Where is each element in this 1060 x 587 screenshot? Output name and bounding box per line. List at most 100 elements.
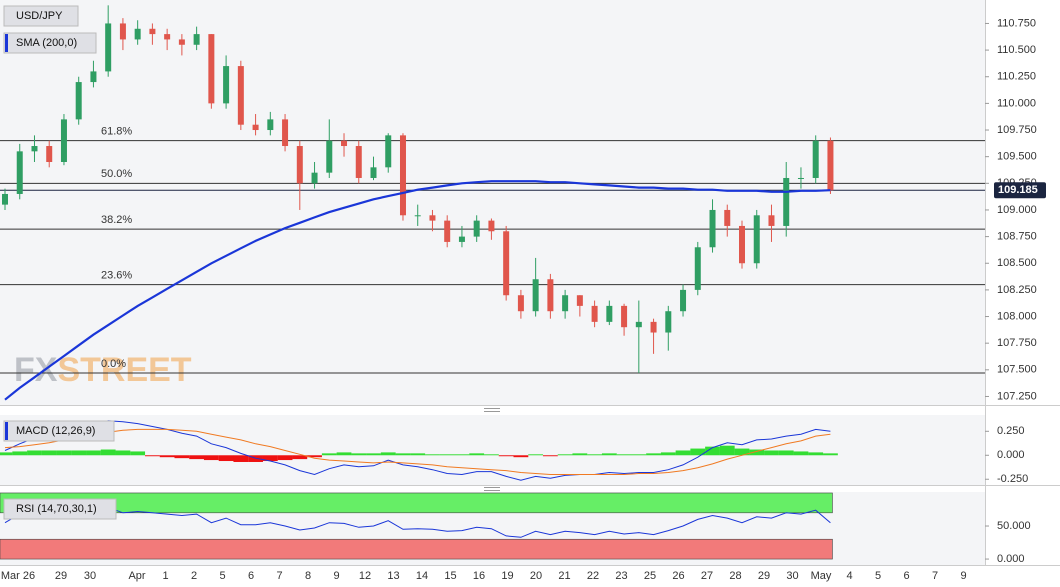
macd-histogram-bar — [292, 455, 308, 460]
x-tick-label: 7 — [932, 570, 938, 582]
x-tick-label: 28 — [729, 570, 741, 582]
x-tick-label: 6 — [248, 570, 254, 582]
macd-histogram-bar — [380, 452, 396, 456]
macd-histogram-bar — [366, 453, 381, 456]
y-tick-label: 50.000 — [997, 520, 1031, 532]
candle-body — [90, 71, 97, 83]
candle-body — [237, 66, 244, 125]
watermark: FXSTREET — [14, 351, 192, 389]
macd-histogram-bar — [572, 453, 588, 456]
y-tick-label: 108.250 — [997, 284, 1037, 296]
candle-body — [208, 34, 215, 104]
candle-body — [827, 140, 834, 191]
legend-box — [3, 498, 117, 520]
legend-label: USD/JPY — [16, 10, 63, 22]
macd-panel — [0, 415, 985, 485]
x-tick-label: 8 — [305, 570, 311, 582]
macd-histogram-bar — [71, 450, 87, 456]
x-tick-label: 21 — [558, 570, 570, 582]
candle-body — [267, 119, 274, 131]
macd-histogram-bar — [454, 454, 470, 456]
candle-body — [635, 321, 642, 328]
fib-label: 38.2% — [101, 214, 132, 226]
macd-histogram-bar — [174, 455, 190, 459]
candle-body — [783, 177, 790, 226]
macd-histogram-bar — [130, 451, 146, 456]
x-tick-label: Apr — [128, 570, 145, 582]
y-tick-label: 109.500 — [997, 151, 1037, 163]
y-tick-label: 109.000 — [997, 204, 1037, 216]
macd-histogram-bar — [321, 453, 337, 456]
candle-body — [311, 172, 318, 184]
rsi-band — [0, 492, 833, 514]
macd-histogram-bar — [100, 449, 116, 456]
macd-histogram-bar — [823, 453, 838, 456]
macd-histogram-bar — [395, 453, 411, 456]
candle-body — [164, 34, 171, 40]
y-tick-label: 0.000 — [997, 553, 1025, 565]
x-tick-label: 20 — [530, 570, 542, 582]
macd-histogram-bar — [159, 455, 175, 458]
candle-body — [105, 23, 112, 72]
candle-body — [385, 135, 392, 168]
macd-histogram-bar — [336, 452, 352, 456]
candle-body — [75, 82, 82, 120]
candle-body — [650, 321, 657, 333]
fib-label: 0.0% — [101, 358, 126, 370]
rsi-band — [0, 538, 833, 560]
macd-histogram-bar — [27, 450, 42, 456]
candle-body — [444, 220, 451, 242]
candle-body — [473, 220, 480, 237]
x-tick-label: 19 — [501, 570, 513, 582]
candle-body — [341, 140, 348, 147]
y-tick-label: 107.500 — [997, 364, 1037, 376]
macd-histogram-bar — [719, 445, 735, 456]
x-tick-label: 22 — [587, 570, 599, 582]
candle-body — [252, 124, 259, 131]
candle-body — [46, 146, 53, 162]
watermark-part: FX — [14, 351, 58, 389]
y-tick-label: 0.250 — [997, 425, 1025, 437]
macd-histogram-bar — [469, 453, 485, 456]
candle-body — [134, 28, 141, 40]
candle-body — [724, 209, 731, 226]
y-tick-label: 107.750 — [997, 337, 1037, 349]
x-tick-label: 5 — [219, 570, 225, 582]
macd-histogram-bar — [115, 450, 131, 456]
macd-histogram-bar — [12, 451, 28, 456]
price-tag-label: 109.185 — [998, 184, 1038, 196]
x-tick-label: 5 — [875, 570, 881, 582]
candle-body — [753, 215, 760, 264]
candle-body — [680, 289, 687, 312]
candle-body — [576, 295, 583, 306]
macd-histogram-bar — [439, 454, 455, 456]
candle-body — [370, 167, 377, 178]
macd-histogram-bar — [218, 455, 234, 462]
macd-histogram-bar — [351, 453, 367, 456]
candle-body — [488, 220, 495, 232]
macd-histogram-bar — [498, 455, 514, 457]
x-tick-label: 30 — [84, 570, 96, 582]
macd-histogram-bar — [307, 455, 322, 458]
x-tick-label: Mar 26 — [1, 570, 35, 582]
candle-body — [355, 146, 362, 178]
macd-histogram-bar — [262, 455, 278, 462]
macd-histogram-bar — [764, 450, 779, 456]
legend-stripe — [5, 422, 8, 440]
macd-histogram-bar — [808, 452, 824, 456]
rsi-line — [4, 506, 831, 538]
candle-body — [282, 119, 289, 147]
resize-handle[interactable] — [484, 408, 500, 491]
x-tick-label: 29 — [55, 570, 67, 582]
macd-histogram-bar — [557, 454, 573, 456]
x-tick-label: 27 — [701, 570, 713, 582]
candle-body — [591, 305, 598, 322]
candle-body — [458, 236, 465, 242]
candle-body — [503, 231, 510, 296]
macd-histogram-bar — [484, 454, 499, 456]
x-tick-label: 12 — [359, 570, 371, 582]
candle-body — [296, 146, 303, 184]
x-tick-label: 6 — [903, 570, 909, 582]
candle-body — [399, 135, 406, 216]
